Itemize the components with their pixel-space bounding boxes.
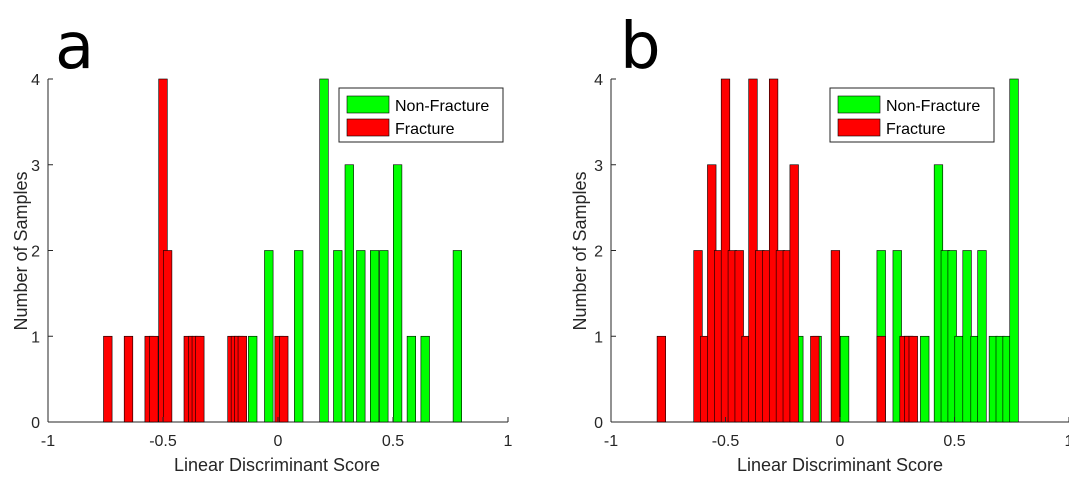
panel-b: b Number of Samples Linear Discriminant …	[570, 10, 1069, 475]
x-tick-label: -1	[604, 433, 618, 450]
panel-label-b: b	[620, 10, 661, 84]
legend: Non-Fracture Fracture	[829, 87, 995, 143]
legend-swatch	[837, 118, 881, 137]
legend-label: Fracture	[886, 121, 946, 138]
non-fracture-bar	[962, 250, 972, 423]
plot-area-a: 0 1 2 3 4 -1 -0.5 0 0.5 1 Non-Fracture Fracture	[31, 72, 512, 450]
non-fracture-bar	[420, 335, 430, 423]
legend-label: Fracture	[395, 121, 455, 138]
non-fracture-bar	[954, 335, 964, 423]
y-tick-label: 2	[31, 244, 40, 261]
non-fracture-bar	[379, 250, 389, 423]
non-fracture-bar	[319, 78, 329, 423]
plot-area-b: 0 1 2 3 4 -1 -0.5 0 0.5 1 Non-Fracture Fracture	[594, 72, 1069, 450]
fracture-bar	[908, 335, 918, 423]
fracture-bar	[195, 335, 205, 423]
y-axis-label-b: Number of Samples	[570, 171, 590, 330]
y-tick-label: 4	[594, 72, 603, 89]
y-tick-label: 1	[31, 329, 40, 346]
y-tick-label: 0	[594, 415, 603, 432]
non-fracture-bar	[369, 250, 380, 423]
y-tick-label: 0	[31, 415, 40, 432]
fracture-bar	[830, 250, 841, 423]
non-fracture-bar	[264, 250, 274, 423]
fracture-bar	[103, 335, 113, 423]
x-tick-label: -0.5	[149, 433, 177, 450]
x-tick-label: 0.5	[943, 433, 965, 450]
legend-swatch	[837, 95, 881, 114]
non-fracture-bar	[839, 335, 850, 423]
panel-label-a: a	[55, 10, 94, 84]
x-tick-label: 0	[274, 433, 283, 450]
fracture-bar	[279, 335, 289, 423]
x-tick-label: 1	[1065, 433, 1069, 450]
fracture-bar	[163, 250, 173, 423]
y-tick-label: 2	[594, 244, 603, 261]
fracture-bar	[789, 164, 799, 423]
non-fracture-bar	[452, 250, 463, 423]
x-axis-label-a: Linear Discriminant Score	[174, 455, 380, 475]
fracture-bar	[123, 335, 134, 423]
panel-a: a Number of Samples Linear Discriminant …	[11, 10, 513, 475]
x-tick-label: 1	[504, 433, 513, 450]
y-tick-label: 4	[31, 72, 40, 89]
fracture-bar	[149, 335, 159, 423]
legend-label: Non-Fracture	[395, 98, 489, 115]
fracture-bar	[656, 335, 666, 423]
legend-swatch	[346, 118, 390, 137]
x-tick-label: 0.5	[382, 433, 404, 450]
fracture-bar	[810, 335, 820, 423]
non-fracture-bar	[356, 250, 366, 423]
legend-label: Non-Fracture	[886, 98, 980, 115]
x-tick-label: -1	[41, 433, 55, 450]
non-fracture-bar	[1009, 78, 1019, 423]
non-fracture-bar	[294, 250, 304, 423]
non-fracture-bar	[977, 250, 987, 423]
x-tick-label: 0	[836, 433, 845, 450]
fracture-bar	[237, 335, 247, 423]
y-tick-label: 3	[594, 158, 603, 175]
non-fracture-bar	[920, 335, 930, 423]
fracture-bar	[876, 335, 886, 423]
non-fracture-bar	[333, 250, 343, 423]
y-tick-label: 3	[31, 158, 40, 175]
x-axis-label-b: Linear Discriminant Score	[737, 455, 943, 475]
y-tick-label: 1	[594, 329, 603, 346]
non-fracture-bar	[248, 335, 258, 423]
non-fracture-bar	[392, 164, 403, 423]
y-axis-label-a: Number of Samples	[11, 171, 31, 330]
non-fracture-bar	[406, 335, 417, 423]
legend: Non-Fracture Fracture	[338, 87, 504, 143]
non-fracture-bar	[344, 164, 354, 423]
x-tick-label: -0.5	[712, 433, 740, 450]
legend-swatch	[346, 95, 390, 114]
